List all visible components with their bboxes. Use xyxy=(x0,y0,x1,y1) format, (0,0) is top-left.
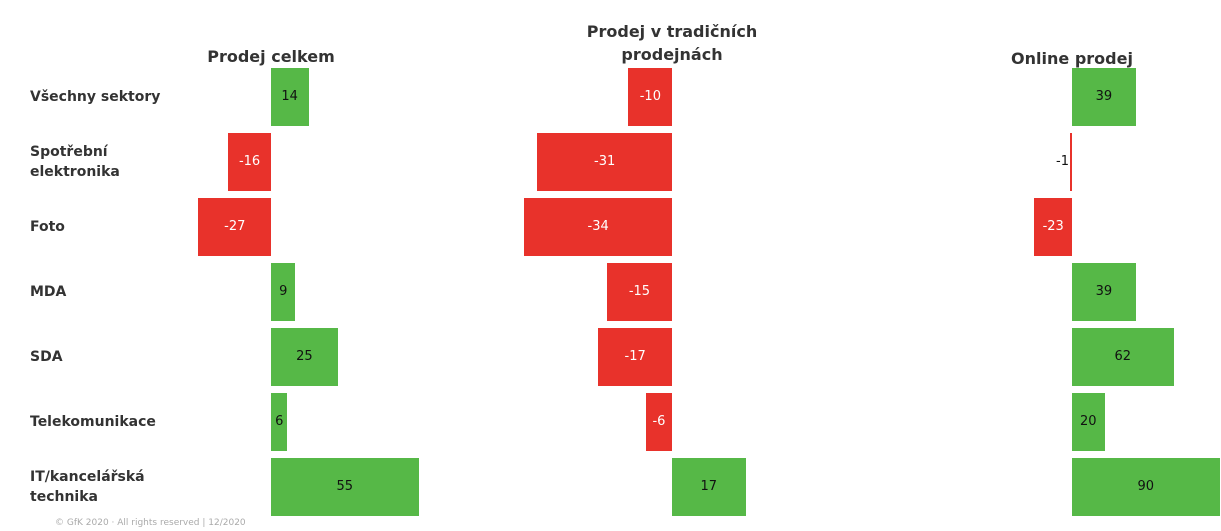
category-label: Spotřební elektronika xyxy=(30,144,120,180)
bar xyxy=(606,263,672,321)
footer: © GfK 2020 · All rights reserved | 12/20… xyxy=(55,518,246,528)
data-label: -27 xyxy=(224,219,246,234)
data-label: 6 xyxy=(275,414,284,429)
data-label: -23 xyxy=(1042,219,1064,234)
data-label: -10 xyxy=(639,89,661,104)
bar xyxy=(1072,263,1137,321)
data-label: 55 xyxy=(336,479,354,494)
data-label: -16 xyxy=(238,154,261,169)
category-label: Foto xyxy=(30,219,65,235)
data-label: 9 xyxy=(279,284,288,299)
category-label: SDA xyxy=(30,349,63,365)
bar xyxy=(271,328,339,386)
bar xyxy=(645,393,672,451)
data-label: 39 xyxy=(1095,89,1113,104)
data-label: 39 xyxy=(1095,284,1113,299)
bar xyxy=(1072,68,1137,126)
data-label: 17 xyxy=(700,479,718,494)
data-label: -17 xyxy=(624,349,646,364)
category-label: MDA xyxy=(30,284,67,300)
bar xyxy=(227,133,271,191)
data-label: 90 xyxy=(1137,479,1155,494)
bar xyxy=(537,133,672,191)
bar xyxy=(628,68,672,126)
panel-title: Prodej celkem xyxy=(207,46,335,66)
bar xyxy=(271,458,419,516)
bar xyxy=(198,198,271,256)
data-label: 20 xyxy=(1079,414,1097,429)
bar xyxy=(271,263,296,321)
data-label: -1 xyxy=(1056,154,1069,169)
panel-title: Online prodej xyxy=(1011,48,1133,68)
bar xyxy=(598,328,672,386)
bar xyxy=(1072,393,1105,451)
bar xyxy=(524,198,672,256)
data-label: 14 xyxy=(281,89,298,104)
data-label: -6 xyxy=(652,414,666,429)
data-label: 25 xyxy=(296,349,313,364)
category-label: Telekomunikace xyxy=(30,414,156,430)
bar xyxy=(1072,458,1220,516)
bar xyxy=(271,68,309,126)
data-label: -31 xyxy=(594,154,616,169)
bar xyxy=(1072,328,1174,386)
bar xyxy=(672,458,746,516)
category-label: IT/kancelářská technika xyxy=(30,469,145,505)
data-label: -34 xyxy=(587,219,609,234)
bar xyxy=(271,393,288,451)
data-label: -15 xyxy=(628,284,651,299)
bar xyxy=(1034,198,1072,256)
panel-title: Prodej v tradičních prodejnách xyxy=(586,22,758,64)
data-label: 62 xyxy=(1114,349,1132,364)
category-label: Všechny sektory xyxy=(30,89,161,105)
bar xyxy=(1070,133,1072,191)
